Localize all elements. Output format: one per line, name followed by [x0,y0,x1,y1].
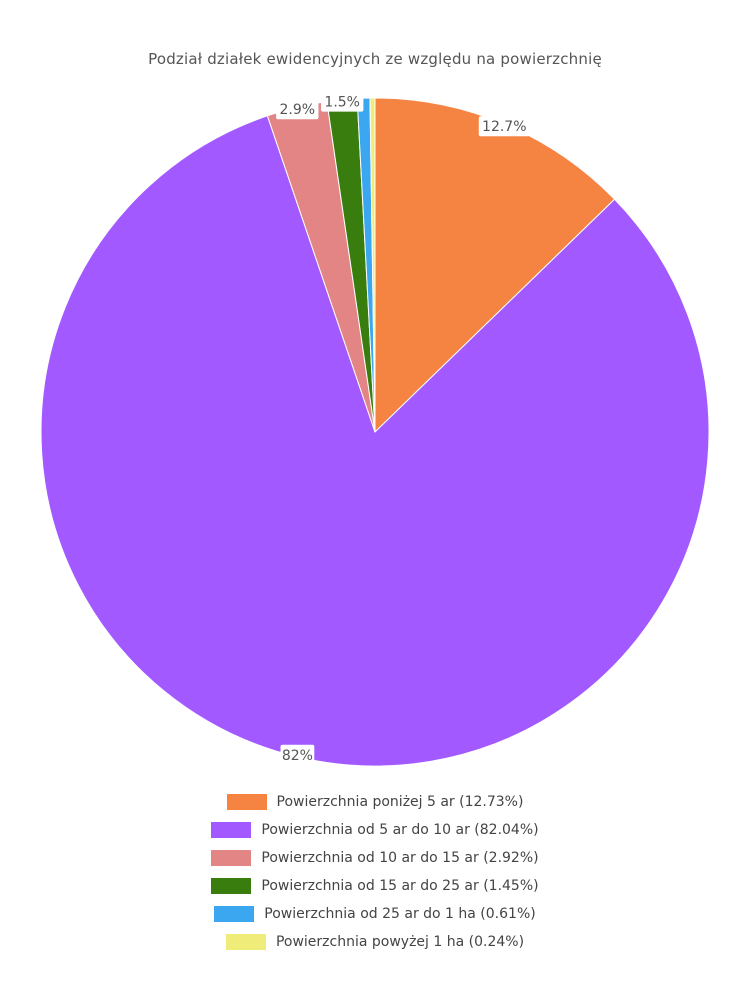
legend-item[interactable]: Powierzchnia poniżej 5 ar (12.73%) [226,788,524,816]
chart-legend: Powierzchnia poniżej 5 ar (12.73%) Powier… [0,788,750,956]
slice-label: 1.5% [320,91,364,112]
legend-label: Powierzchnia od 25 ar do 1 ha (0.61%) [264,906,536,922]
slice-label-bg [276,99,319,120]
legend-item[interactable]: Powierzchnia od 15 ar do 25 ar (1.45%) [211,872,539,900]
slice-label-bg [320,91,364,112]
legend-label: Powierzchnia od 5 ar do 10 ar (82.04%) [261,822,539,838]
slice-label: 2.9% [276,99,319,120]
legend-label: Powierzchnia od 10 ar do 15 ar (2.92%) [261,850,539,866]
legend-swatch [211,878,252,894]
chart-title: Podział działek ewidencyjnych ze względu… [148,50,602,68]
legend-swatch [211,822,252,838]
legend-item[interactable]: Powierzchnia od 25 ar do 1 ha (0.61%) [214,900,536,928]
legend-label: Powierzchnia poniżej 5 ar (12.73%) [276,794,524,810]
slice-label-text: 2.9% [279,102,315,118]
slice-label-text: 12.7% [482,119,526,135]
legend-swatch [225,934,266,950]
legend-item[interactable]: Powierzchnia od 5 ar do 10 ar (82.04%) [211,816,539,844]
legend-swatch [226,794,267,810]
legend-item[interactable]: Powierzchnia od 10 ar do 15 ar (2.92%) [211,844,539,872]
slice-label-bg [280,744,315,765]
slice-label: 82% [280,744,315,765]
legend-swatch [214,906,255,922]
pie-slice[interactable] [369,97,376,433]
slice-label-text: 1.5% [324,95,360,111]
legend-item[interactable]: Powierzchnia powyżej 1 ha (0.24%) [225,928,525,956]
legend-label: Powierzchnia powyżej 1 ha (0.24%) [275,934,525,950]
slice-label-bg [478,116,530,137]
legend-label: Powierzchnia od 15 ar do 25 ar (1.45%) [261,878,539,894]
slice-label: 12.7% [478,116,530,137]
pie-chart: 12.7% 82% 2.9% 1.5% [41,91,709,766]
slice-label-text: 82% [282,748,313,764]
legend-swatch [211,850,252,866]
